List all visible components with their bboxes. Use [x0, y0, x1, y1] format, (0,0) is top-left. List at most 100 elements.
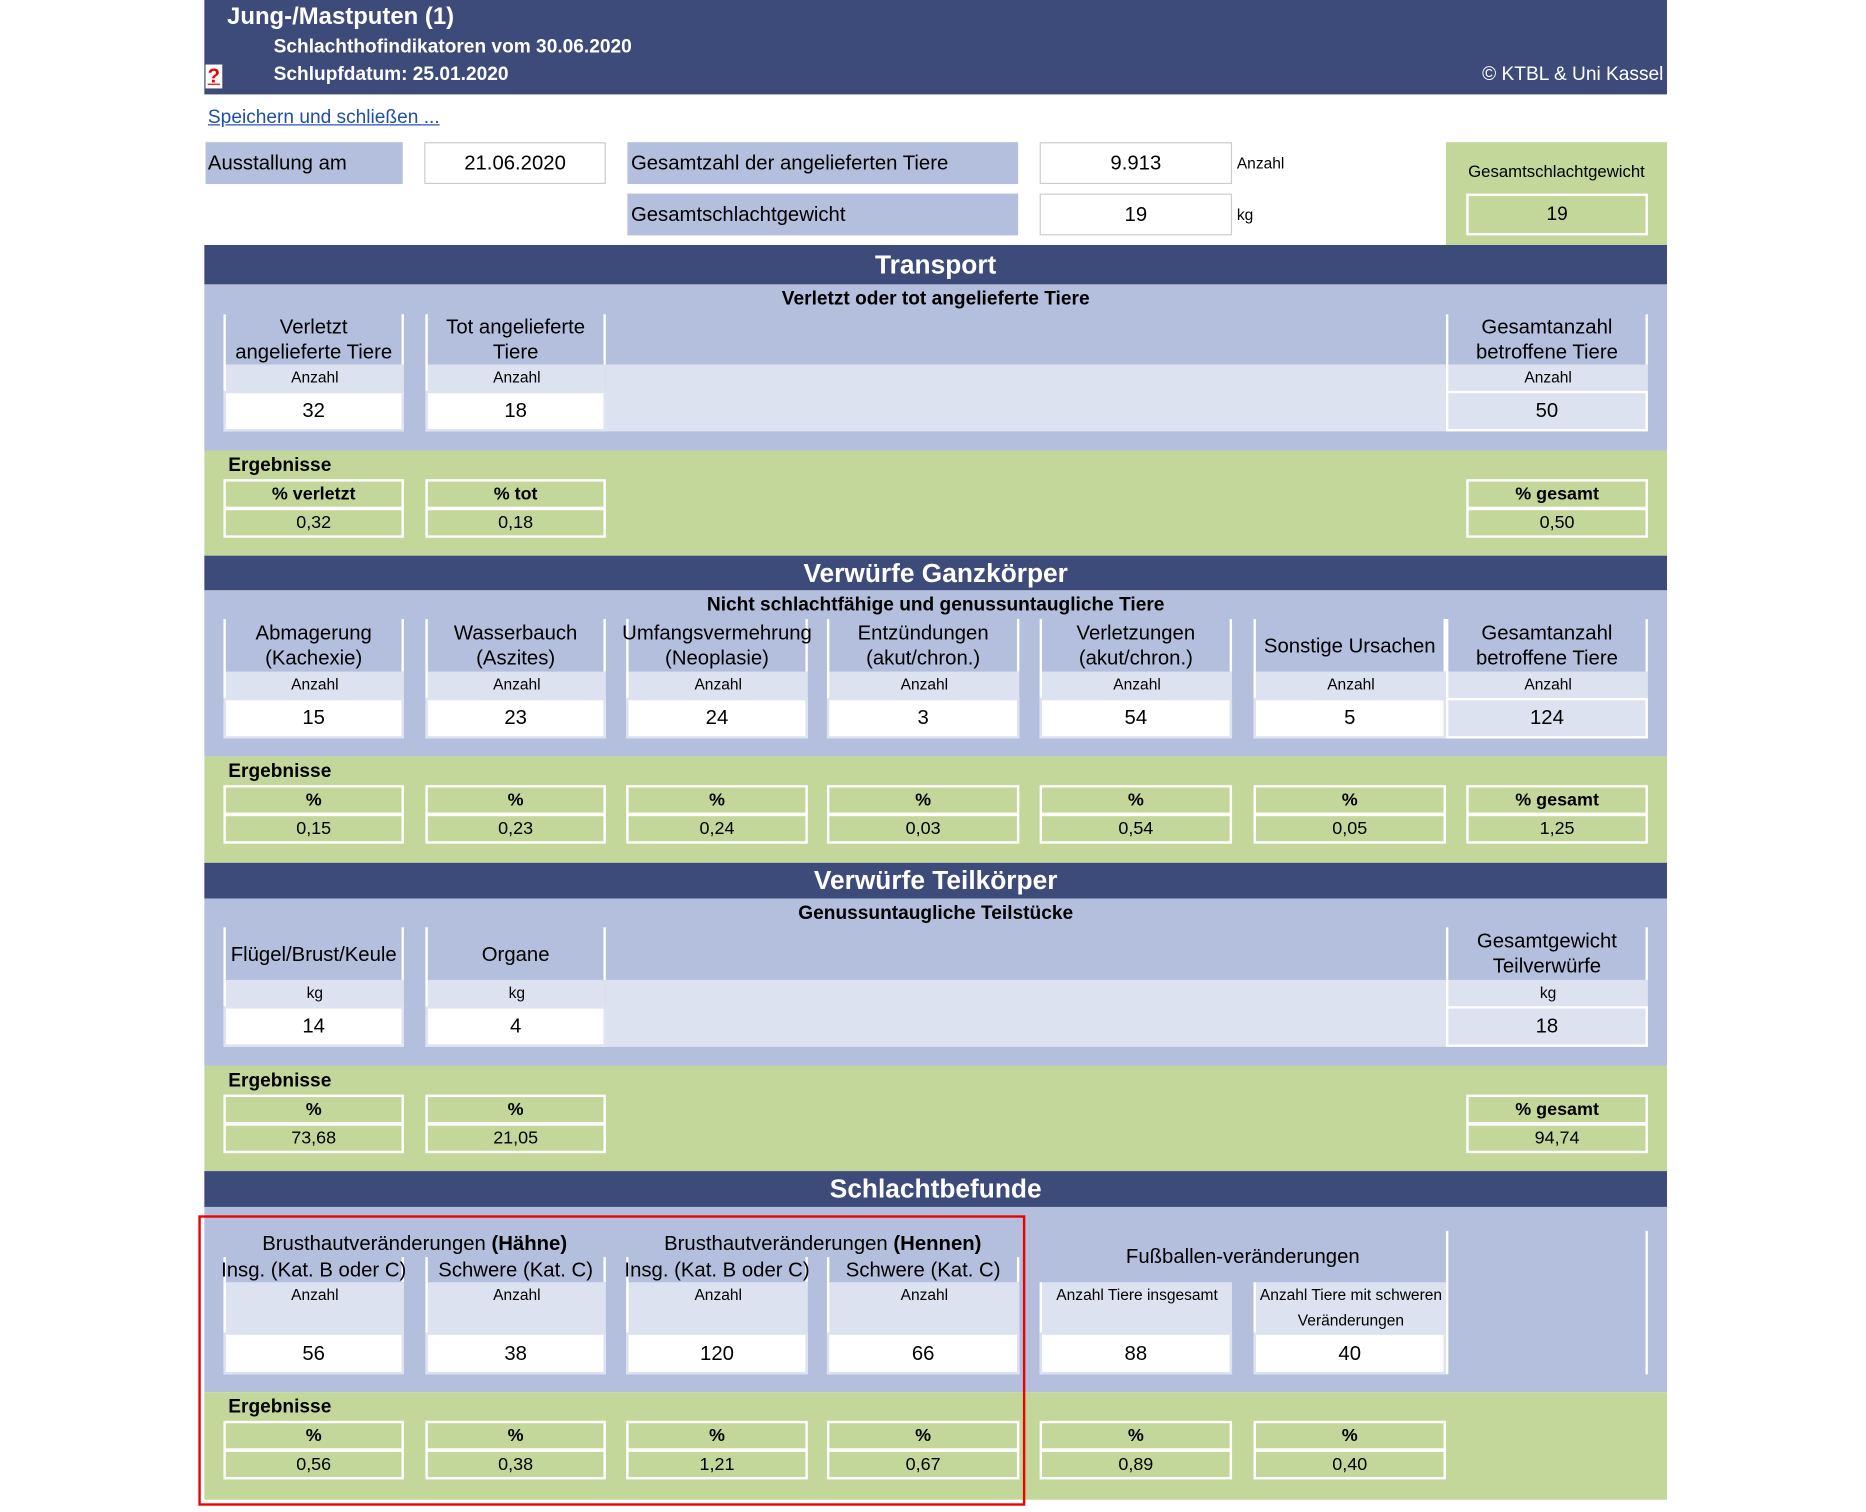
column-unit: Anzahl — [1445, 364, 1648, 391]
result-label: % — [1253, 1420, 1446, 1451]
column-value: 124 — [1445, 697, 1648, 739]
group-label: Brusthautveränderungen (Hennen) — [626, 1231, 1019, 1257]
result-label: % — [223, 1094, 404, 1125]
column-value: 50 — [1445, 390, 1648, 432]
result-label: % — [425, 1420, 606, 1451]
column-label: Flügel/Brust/Keule — [223, 927, 404, 980]
group-text: Fußballen-veränderungen — [1125, 1244, 1360, 1268]
group-label: Brusthautveränderungen (Hähne) — [223, 1231, 605, 1257]
result-label: % — [425, 785, 606, 815]
result-label: % — [1253, 785, 1446, 815]
column-unit: Anzahl — [223, 1282, 404, 1333]
result-label: % — [826, 785, 1020, 815]
weight-value[interactable]: 19 — [1039, 193, 1233, 236]
result-label: % verletzt — [223, 479, 404, 510]
filler — [605, 364, 1446, 432]
group-bold: (Hähne) — [491, 1232, 568, 1255]
column-value: 18 — [425, 390, 606, 432]
weight-box-value: 19 — [1466, 193, 1648, 236]
column-value: 5 — [1253, 697, 1446, 739]
column-value: 54 — [1039, 697, 1233, 739]
section-subtitle: Verletzt oder tot angelieferte Tiere — [781, 289, 1090, 310]
column-unit: Anzahl Tiere insgesamt — [1039, 1282, 1233, 1333]
result-label: % — [626, 785, 808, 815]
column-value: 56 — [223, 1332, 404, 1375]
column-unit: Anzahl — [626, 671, 808, 698]
column-label: Sonstige Ursachen — [1253, 619, 1446, 672]
column-value: 40 — [1253, 1332, 1446, 1375]
result-label: % gesamt — [1466, 479, 1648, 510]
column-label: Wasserbauch (Aszites) — [425, 619, 606, 672]
column-label: Gesamtgewicht Teilverwürfe — [1445, 927, 1648, 980]
column-unit: Anzahl — [626, 1282, 808, 1333]
column-unit: Anzahl — [223, 671, 404, 698]
column-label: Gesamtanzahl betroffene Tiere — [1445, 314, 1648, 365]
column-value: 66 — [826, 1332, 1020, 1375]
result-label: % — [223, 785, 404, 815]
section-results — [204, 450, 1668, 556]
title: Jung-/Mastputen (1) — [227, 3, 455, 30]
section-subtitle: Genussuntaugliche Teilstücke — [798, 903, 1074, 924]
group-label: Fußballen-veränderungen — [1040, 1231, 1446, 1282]
total-label: Gesamtzahl der angelieferten Tiere — [627, 142, 1019, 185]
results-label: Ergebnisse — [228, 761, 332, 782]
results-label: Ergebnisse — [228, 1070, 332, 1092]
results-label: Ergebnisse — [228, 455, 332, 476]
column-value: 14 — [223, 1006, 404, 1047]
column-value: 4 — [425, 1006, 606, 1047]
result-value: 0,05 — [1253, 813, 1446, 844]
result-value: 1,25 — [1466, 813, 1648, 844]
group-text: Brusthautveränderungen — [664, 1232, 888, 1255]
column-unit: Anzahl — [1039, 671, 1233, 698]
total-value[interactable]: 9.913 — [1039, 142, 1233, 185]
column-unit: Anzahl — [826, 1282, 1020, 1333]
column-value: 88 — [1039, 1332, 1233, 1375]
column-unit: Anzahl — [826, 671, 1020, 698]
column-unit: kg — [425, 979, 606, 1007]
ausstallung-value[interactable]: 21.06.2020 — [424, 142, 606, 185]
column-label: Umfangsvermehrung (Neoplasie) — [622, 619, 812, 672]
result-value: 21,05 — [425, 1123, 606, 1154]
help-button[interactable]: ? — [205, 64, 223, 89]
column-unit: kg — [1445, 979, 1648, 1007]
column-unit: Anzahl — [223, 364, 404, 391]
weight-unit: kg — [1236, 205, 1254, 224]
hatch-date: Schlupfdatum: 25.01.2020 — [273, 64, 509, 85]
total-unit: Anzahl — [1236, 154, 1285, 173]
result-value: 0,67 — [826, 1449, 1020, 1480]
column-label: Verletzt angelieferte Tiere — [223, 314, 404, 365]
result-label: % tot — [425, 479, 606, 510]
result-value: 0,32 — [223, 507, 404, 538]
result-value: 94,74 — [1466, 1123, 1648, 1154]
weight-box-label: Gesamtschlachtgewicht — [1468, 161, 1645, 181]
group-text: Brusthautveränderungen — [262, 1232, 486, 1255]
copyright: © KTBL & Uni Kassel — [1482, 64, 1664, 85]
result-label: % gesamt — [1466, 785, 1648, 815]
result-value: 0,56 — [223, 1449, 404, 1480]
column-unit: Anzahl — [425, 1282, 606, 1333]
column-value: 15 — [223, 697, 404, 739]
result-value: 0,38 — [425, 1449, 606, 1480]
column-label: Tot angelieferte Tiere — [425, 314, 606, 365]
save-link[interactable]: Speichern und schließen ... — [207, 107, 440, 128]
column-unit: Anzahl — [425, 364, 606, 391]
column-value: 23 — [425, 697, 606, 739]
result-value: 0,89 — [1039, 1449, 1233, 1480]
subtitle: Schlachthofindikatoren vom 30.06.2020 — [273, 37, 632, 58]
result-value: 0,50 — [1466, 507, 1648, 538]
column-unit: Anzahl — [1253, 671, 1446, 698]
empty-column — [1445, 1230, 1648, 1375]
weight-label: Gesamtschlachtgewicht — [627, 193, 1019, 236]
column-value: 18 — [1445, 1006, 1648, 1047]
column-value: 24 — [626, 697, 808, 739]
column-label: Gesamtanzahl betroffene Tiere — [1445, 619, 1648, 672]
result-value: 0,03 — [826, 813, 1020, 844]
result-value: 0,15 — [223, 813, 404, 844]
column-value: 3 — [826, 697, 1020, 739]
results-label: Ergebnisse — [228, 1396, 332, 1418]
highlight-frame — [198, 1215, 1026, 1506]
section-header: Verwürfe Ganzkörper — [204, 555, 1668, 591]
column-unit: Anzahl — [425, 671, 606, 698]
column-label: Insg. (Kat. B oder C) — [221, 1257, 407, 1283]
section-header: Schlachtbefunde — [204, 1171, 1668, 1207]
